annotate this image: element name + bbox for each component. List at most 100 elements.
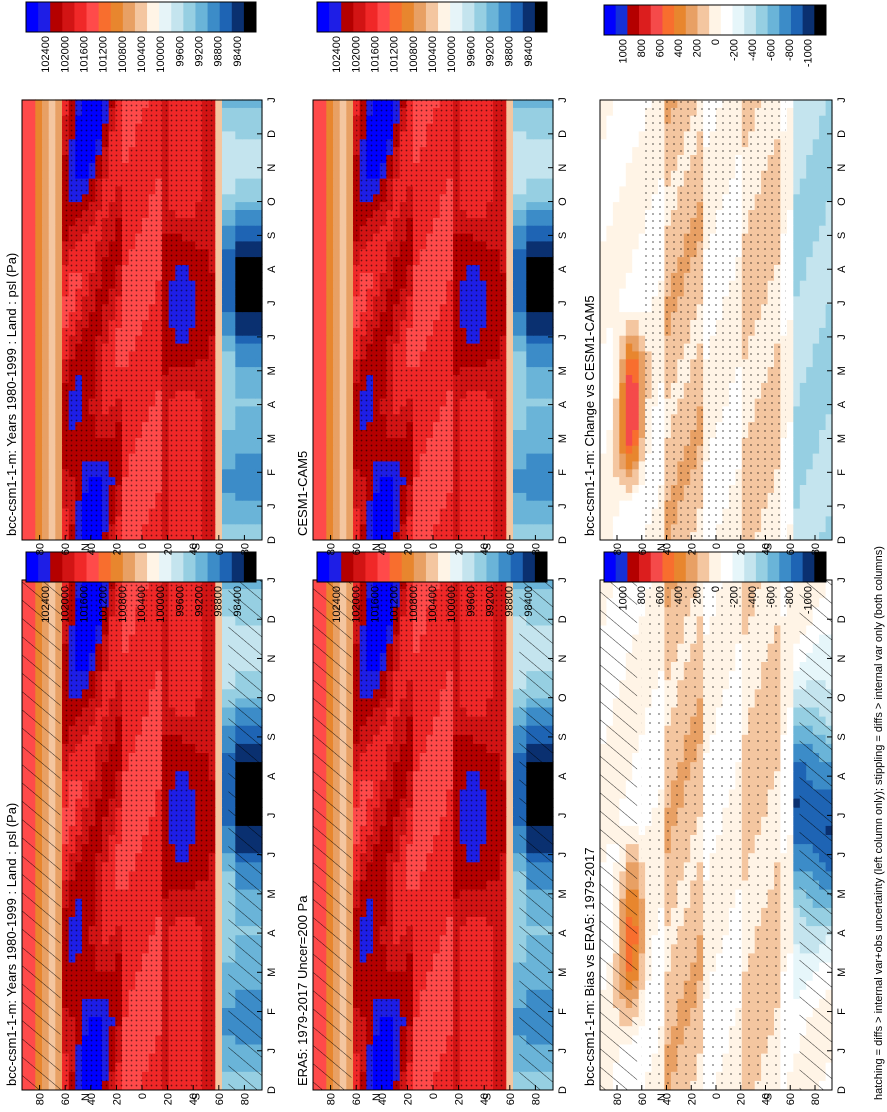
heat-cell <box>222 961 230 972</box>
month-tick-label: A <box>266 929 278 937</box>
heat-cell <box>222 879 230 890</box>
colorbar-swatch <box>195 552 208 582</box>
heat-cell <box>215 916 223 927</box>
panel-title: ERA5: 1979-2017 Uncer=200 Pa <box>295 895 310 1086</box>
heat-cell <box>215 670 223 681</box>
heat-cell <box>222 870 230 881</box>
heat-cell <box>786 1016 794 1027</box>
heat-cell <box>506 670 514 681</box>
colorbar-label: 101600 <box>370 586 382 623</box>
heat-cell <box>506 634 514 644</box>
heat-cell <box>513 716 521 726</box>
heat-cell <box>513 888 521 899</box>
heat-cell <box>513 825 521 835</box>
month-tick-label: S <box>266 733 278 740</box>
heat-cell <box>215 798 223 808</box>
heat-cell <box>506 734 514 744</box>
colorbar-label: 100800 <box>408 586 420 623</box>
heat-cell <box>506 961 514 972</box>
heat-cell <box>786 1062 794 1072</box>
heat-cell <box>506 1034 514 1045</box>
heat-cell <box>513 807 521 817</box>
heat-cell <box>513 816 521 826</box>
heat-cell <box>786 980 794 990</box>
heat-cell <box>222 952 230 963</box>
heat-cell <box>222 788 230 799</box>
heat-cell <box>215 989 223 999</box>
colorbar-swatch <box>413 552 427 582</box>
heat-cell <box>506 1053 514 1063</box>
month-tick-label: J <box>266 577 278 583</box>
colorbar-swatch <box>365 552 378 582</box>
colorbar-swatch <box>510 552 524 582</box>
colorbar-label: 102000 <box>350 586 362 623</box>
heat-cell <box>215 725 223 735</box>
colorbar-swatch <box>183 552 196 582</box>
heat-cell <box>793 1007 801 1018</box>
heat-cell <box>215 888 223 899</box>
month-tick-label: N <box>557 654 569 662</box>
heat-cell <box>786 916 794 927</box>
heat-cell <box>793 1053 801 1063</box>
colorbar-label: 101200 <box>98 586 110 623</box>
heat-cell <box>506 998 514 1008</box>
heat-cell <box>506 798 514 808</box>
hatching <box>519 580 554 1090</box>
heat-cell <box>793 1043 801 1054</box>
heat-cell <box>222 916 230 927</box>
colorbar-swatch <box>486 552 499 582</box>
heat-cell <box>513 688 521 699</box>
colorbar-label: 101200 <box>389 586 401 623</box>
heat-cell <box>513 1053 521 1063</box>
heat-cell <box>506 843 514 854</box>
heat-cell <box>506 943 514 954</box>
month-tick-label: M <box>557 968 569 977</box>
heat-cell <box>222 998 230 1008</box>
heat-cell <box>506 679 514 690</box>
heat-cell <box>506 725 514 735</box>
heat-cell <box>222 925 230 936</box>
heat-cell <box>215 1062 223 1072</box>
month-tick-label: D <box>557 1086 569 1094</box>
heat-cell <box>786 1025 794 1036</box>
heat-cell <box>793 943 801 954</box>
heat-cell <box>222 643 230 653</box>
heat-cell <box>222 1025 230 1036</box>
heat-cell <box>513 989 521 999</box>
colorbar-swatch <box>98 552 112 582</box>
heat-cell <box>513 643 521 653</box>
heat-cell <box>215 870 223 881</box>
heat-cell <box>513 916 521 927</box>
heat-cell <box>513 961 521 972</box>
heat-cell <box>222 624 230 635</box>
heat-cell <box>513 970 521 981</box>
heat-cell <box>506 898 514 908</box>
colorbar-swatch <box>74 552 87 582</box>
heat-cell <box>506 761 514 772</box>
heat-cell <box>793 980 801 990</box>
heat-cell <box>506 1016 514 1027</box>
month-tick-label: M <box>266 889 278 898</box>
heat-cell <box>506 870 514 881</box>
heat-cell <box>513 870 521 881</box>
heat-cell <box>513 1062 521 1072</box>
month-tick-label: S <box>557 733 569 740</box>
heat-cell <box>506 1007 514 1018</box>
heat-cell <box>513 770 521 781</box>
colorbar-label: 99200 <box>485 586 497 617</box>
hemisphere-label-n: N <box>371 1093 383 1101</box>
heat-cell <box>513 661 521 672</box>
heat-cell <box>222 1080 230 1090</box>
heat-cell <box>222 807 230 817</box>
heat-cell <box>513 706 521 717</box>
heat-cell <box>506 752 514 763</box>
heat-cell <box>222 661 230 672</box>
colorbar-swatch <box>219 552 233 582</box>
lat-tick-label: 60 <box>214 1093 226 1105</box>
month-tick-label: O <box>266 693 278 702</box>
heat-cell <box>793 888 801 899</box>
hemisphere-label-s: S <box>191 1093 203 1100</box>
colorbar-swatch <box>438 552 451 582</box>
